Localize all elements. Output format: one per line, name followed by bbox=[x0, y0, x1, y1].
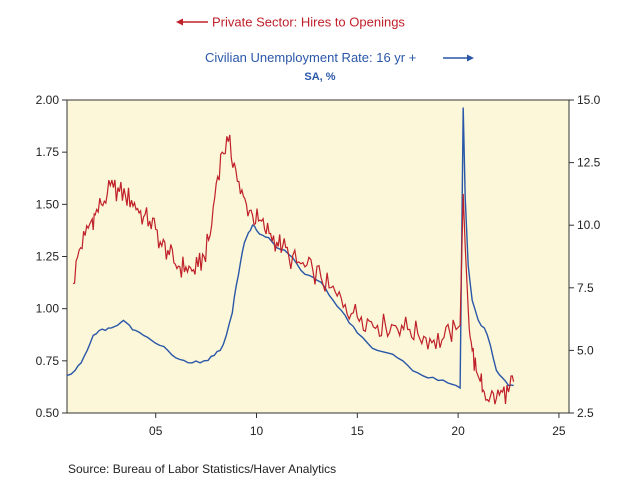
x-tick-label: 15 bbox=[351, 424, 365, 438]
left-tick-label: 1.00 bbox=[36, 302, 60, 316]
left-tick-label: 1.50 bbox=[36, 197, 60, 211]
legend-arrowhead-right-icon bbox=[467, 54, 474, 62]
x-tick-label: 10 bbox=[250, 424, 264, 438]
left-axis: 0.50 0.75 1.00 1.25 1.50 1.75 2.00 bbox=[36, 93, 67, 420]
left-tick-label: 1.75 bbox=[36, 145, 60, 159]
chart-subtitle: SA, % bbox=[304, 71, 335, 83]
series-line-hires bbox=[72, 134, 515, 405]
x-axis: 05 10 15 20 25 bbox=[149, 413, 566, 438]
right-axis: 2.5 5.0 7.5 10.0 12.5 15.0 bbox=[569, 93, 601, 420]
legend-item-unemployment: Civilian Unemployment Rate: 16 yr + bbox=[205, 50, 474, 65]
left-tick-label: 1.25 bbox=[36, 250, 60, 264]
left-tick-label: 0.75 bbox=[36, 354, 60, 368]
left-tick-label: 0.50 bbox=[36, 406, 60, 420]
right-tick-label: 5.0 bbox=[577, 343, 594, 357]
series-line-unemployment bbox=[66, 107, 514, 390]
source-note: Source: Bureau of Labor Statistics/Haver… bbox=[68, 462, 337, 476]
plot-area bbox=[66, 99, 570, 414]
right-tick-label: 7.5 bbox=[577, 281, 594, 295]
right-tick-label: 15.0 bbox=[577, 93, 601, 107]
right-tick-label: 2.5 bbox=[577, 406, 594, 420]
legend-item-hires: Private Sector: Hires to Openings bbox=[176, 15, 405, 30]
legend-arrowhead-left-icon bbox=[176, 18, 183, 26]
legend: Private Sector: Hires to Openings Civili… bbox=[176, 15, 474, 83]
right-tick-label: 10.0 bbox=[577, 218, 601, 232]
legend-label-hires: Private Sector: Hires to Openings bbox=[212, 15, 405, 30]
x-tick-label: 20 bbox=[451, 424, 465, 438]
x-tick-label: 25 bbox=[552, 424, 566, 438]
left-tick-label: 2.00 bbox=[36, 93, 60, 107]
x-tick-label: 05 bbox=[149, 424, 163, 438]
right-tick-label: 12.5 bbox=[577, 156, 601, 170]
legend-label-unemployment: Civilian Unemployment Rate: 16 yr + bbox=[205, 50, 416, 65]
